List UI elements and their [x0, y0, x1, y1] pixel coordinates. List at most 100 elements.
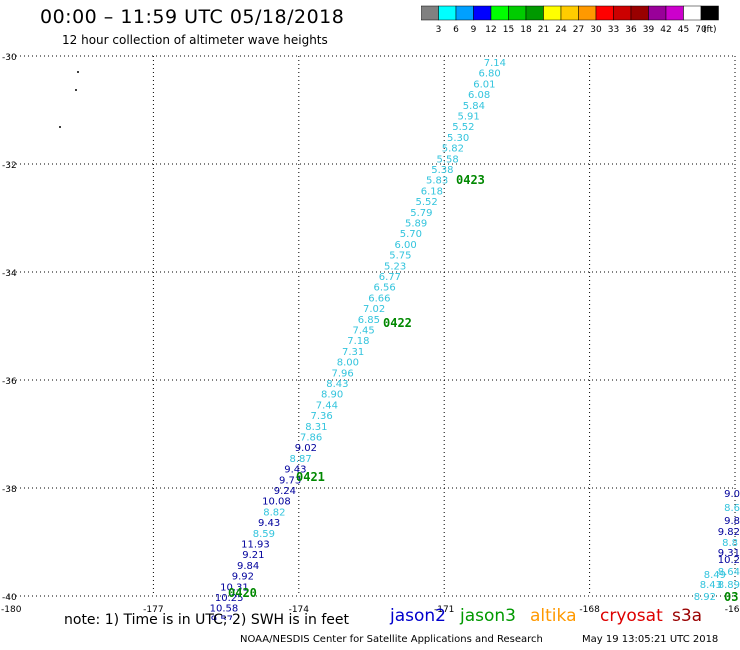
- swh-value: 9.24: [274, 486, 296, 497]
- swh-value-edge: 9.8: [724, 516, 740, 527]
- lat-tick-label: -36: [2, 377, 17, 387]
- lat-tick-label: -30: [2, 53, 17, 63]
- swh-value: 9.73: [279, 475, 301, 486]
- swh-value: 6.08: [468, 90, 490, 101]
- swh-value: 5.79: [410, 208, 432, 219]
- swh-value-edge: 8.64: [718, 567, 740, 578]
- satellite-jason2: jason2: [390, 606, 446, 626]
- swh-value: 5.58: [436, 154, 458, 165]
- island-dot: [59, 126, 61, 128]
- swh-value: 8.82: [263, 507, 285, 518]
- swh-value: 7.02: [363, 304, 385, 315]
- legend-label: 6: [453, 25, 459, 34]
- swh-value: 9.57: [211, 614, 233, 620]
- swh-value: 9.02: [295, 443, 317, 454]
- swh-value: 5.84: [463, 101, 485, 112]
- swh-value: 10.58: [210, 604, 239, 615]
- legend-label: 9: [471, 25, 477, 34]
- swh-value-edge: 8.6: [724, 503, 740, 514]
- swh-value-edge: 8.89: [718, 580, 740, 591]
- swh-value-edge: 9.31: [718, 548, 740, 559]
- legend-label: 24: [555, 25, 567, 34]
- altimeter-map: -30 -32 -34 -36 -38 -40 -180 -177 -174 -171 -168 -1…: [1, 53, 740, 620]
- lon-tick-label: -180: [1, 605, 22, 615]
- island-dot: [77, 71, 79, 73]
- swh-value-edge: 8.8: [722, 538, 738, 549]
- swh-value: 7.96: [331, 368, 353, 379]
- swh-value: 8.59: [253, 529, 275, 540]
- swh-value: 9.43: [284, 465, 306, 476]
- satellite-cryosat: cryosat: [600, 606, 663, 626]
- legend-label: 70: [695, 25, 707, 34]
- swh-value: 5.75: [389, 251, 411, 262]
- swh-value: 5.91: [457, 112, 479, 123]
- swh-value: 5.70: [400, 229, 422, 240]
- swh-value: 8.90: [321, 390, 343, 401]
- legend-swatch: [700, 5, 719, 21]
- swh-value: 6.85: [358, 315, 380, 326]
- legend-label: 42: [660, 25, 671, 34]
- swh-value-edge: 9.82: [718, 527, 740, 538]
- pass-time-label: 0422: [383, 316, 412, 330]
- swh-value: 10.31: [220, 582, 249, 593]
- swh-value: 6.80: [478, 69, 500, 80]
- swh-value: 5.23: [384, 261, 406, 272]
- lon-tick-label: -168: [579, 605, 600, 615]
- legend-label: 39: [643, 25, 655, 34]
- swh-value: 11.93: [241, 540, 270, 551]
- legend-label: 18: [520, 25, 532, 34]
- lon-tick-label: -174: [289, 605, 310, 615]
- legend-label: 45: [678, 25, 689, 34]
- swh-value-edge: 8.92: [694, 592, 716, 603]
- swh-value: 7.14: [484, 58, 506, 69]
- swh-value: 6.77: [379, 272, 401, 283]
- swh-value: 9.92: [232, 572, 254, 583]
- swh-value: 8.87: [289, 454, 311, 465]
- satellite-s3a: s3a: [672, 606, 703, 626]
- legend-label: 21: [538, 25, 549, 34]
- swh-value: 7.18: [347, 336, 369, 347]
- swh-value: 5.89: [405, 219, 427, 230]
- map-title: 00:00 – 11:59 UTC 05/18/2018: [40, 6, 345, 28]
- swh-value-edge: 8.49: [704, 570, 726, 581]
- lon-tick-label: -177: [143, 605, 163, 615]
- swh-value: 7.45: [352, 326, 374, 337]
- legend-label: 30: [590, 25, 602, 34]
- map-subtitle: 12 hour collection of altimeter wave hei…: [62, 33, 328, 47]
- pass-time-label: 0420: [228, 586, 257, 600]
- pass-time-label: 0421: [296, 470, 325, 484]
- lon-tick-label: -165: [725, 605, 740, 615]
- lat-tick-label: -38: [2, 485, 17, 495]
- swh-value: 6.18: [421, 186, 443, 197]
- swh-value: 7.36: [310, 411, 332, 422]
- lat-tick-label: -34: [2, 269, 17, 279]
- swh-value: 7.86: [300, 433, 322, 444]
- lon-tick-label: -171: [434, 605, 454, 615]
- swh-value: 5.52: [452, 122, 474, 133]
- swh-value: 8.43: [326, 379, 348, 390]
- swh-value: 6.56: [373, 283, 395, 294]
- legend-label: 27: [573, 25, 584, 34]
- legend-label: 15: [503, 25, 514, 34]
- swh-value: 5.38: [431, 165, 453, 176]
- generated-timestamp: May 19 13:05:21 UTC 2018: [582, 634, 719, 645]
- legend-unit: (ft): [703, 25, 717, 34]
- swh-value: 10.25: [215, 593, 244, 604]
- wave-height-legend: 3 6 9 12 15 18 21 24 27 30 33 36 39 42 45 70(ft): [421, 5, 719, 34]
- swh-value: 6.01: [473, 79, 495, 90]
- pass-time-label-edge: 03: [724, 590, 738, 604]
- satellite-altika: altika: [530, 606, 577, 626]
- legend-label: 12: [485, 25, 496, 34]
- legend-label: 3: [436, 25, 442, 34]
- credit-line: NOAA/NESDIS Center for Satellite Applica…: [240, 634, 543, 645]
- swh-value: 5.83: [426, 176, 448, 187]
- swh-value: 9.43: [258, 518, 280, 529]
- swh-value: 6.00: [394, 240, 416, 251]
- swh-value: 7.31: [342, 347, 364, 358]
- satellite-jason3: jason3: [460, 606, 516, 626]
- swh-value: 5.30: [447, 133, 469, 144]
- swh-value: 8.31: [305, 422, 327, 433]
- swh-value: 9.84: [237, 561, 259, 572]
- legend-label: 36: [625, 25, 637, 34]
- pass-time-label: 0423: [456, 173, 485, 187]
